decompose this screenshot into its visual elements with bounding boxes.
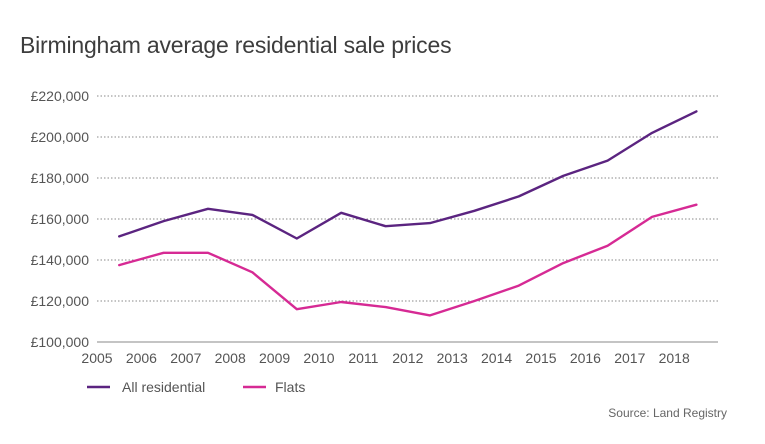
legend-label: Flats <box>275 379 305 395</box>
x-tick-label: 2018 <box>659 350 690 366</box>
x-tick-label: 2013 <box>437 350 468 366</box>
y-tick-label: £120,000 <box>31 293 90 309</box>
x-tick-label: 2011 <box>348 350 378 366</box>
x-tick-label: 2005 <box>81 350 112 366</box>
series-layer <box>117 110 698 317</box>
x-tick-label: 2017 <box>614 350 645 366</box>
y-tick-label: £140,000 <box>31 252 90 268</box>
chart-title: Birmingham average residential sale pric… <box>20 32 452 58</box>
y-tick-label: £200,000 <box>31 129 90 145</box>
grid-layer <box>97 95 718 343</box>
x-tick-label: 2006 <box>126 350 157 366</box>
y-tick-label: £160,000 <box>31 211 90 227</box>
x-tick-label: 2015 <box>525 350 556 366</box>
x-tick-label: 2014 <box>481 350 512 366</box>
y-tick-label: £100,000 <box>31 334 90 350</box>
source-note: Source: Land Registry <box>608 406 727 420</box>
x-tick-label: 2010 <box>303 350 334 366</box>
x-tick-label: 2007 <box>170 350 201 366</box>
series-line-all-residential <box>117 110 698 240</box>
x-tick-label: 2012 <box>392 350 423 366</box>
y-tick-label: £220,000 <box>31 88 90 104</box>
y-tick-label: £180,000 <box>31 170 90 186</box>
series-line-flats <box>117 203 698 317</box>
x-tick-label: 2016 <box>570 350 601 366</box>
x-tick-label: 2009 <box>259 350 290 366</box>
x-axis-ticks: 2005 2006 2007 2008 2009 2010 2011 2012 2013 2014… <box>81 350 690 366</box>
y-axis-ticks: £100,000 £120,000 £140,000 £160,000 £180,000… <box>31 88 90 350</box>
legend: All residential Flats <box>87 379 305 395</box>
x-tick-label: 2008 <box>215 350 246 366</box>
legend-label: All residential <box>122 379 205 395</box>
